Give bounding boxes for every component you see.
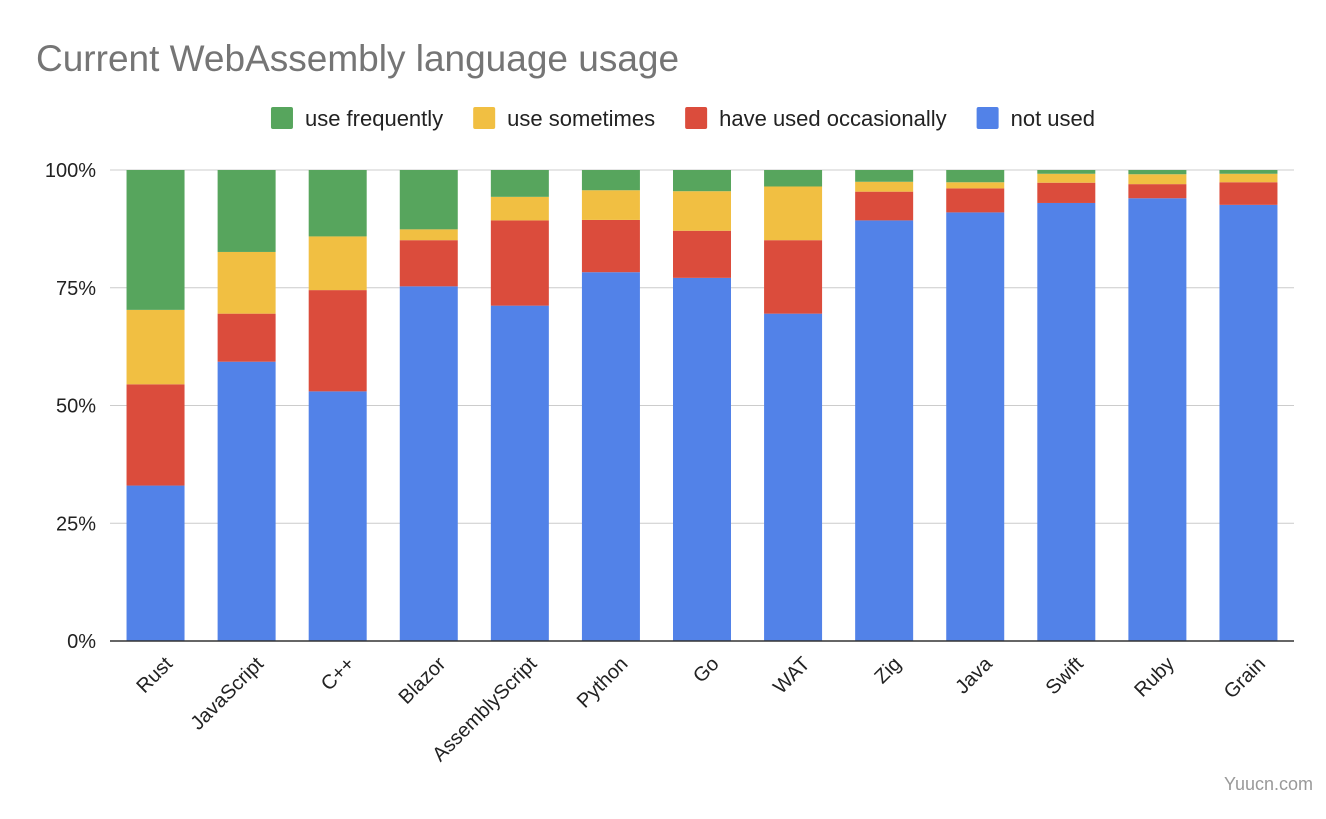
bar-swift-not-used (1037, 202, 1096, 641)
y-tick-label: 50% (56, 396, 96, 418)
legend: use frequently use sometimes have used occ… (270, 106, 1095, 131)
bar-assemblyscript-use-sometimes (490, 196, 549, 221)
bar-swift-have-used-occasionally (1037, 182, 1096, 203)
bar-ruby-use-frequently (1128, 170, 1187, 175)
bar-python-use-sometimes (581, 190, 640, 220)
bar-c-not-used (308, 391, 367, 641)
bar-java-not-used (946, 212, 1005, 641)
x-tick-label: Swift (1042, 653, 1089, 700)
y-tick-label: 100% (45, 160, 96, 182)
bar-go-not-used (673, 277, 731, 641)
bar-java-use-sometimes (946, 182, 1005, 189)
bar-wat-use-sometimes (764, 186, 823, 241)
bar-swift-use-sometimes (1037, 173, 1096, 183)
bar-blazor-not-used (399, 286, 458, 641)
legend-swatch (685, 107, 708, 129)
legend-label: use frequently (305, 106, 443, 131)
legend-item-use-frequently: use frequently (270, 106, 443, 131)
legend-label: have used occasionally (719, 106, 946, 131)
bar-rust-have-used-occasionally (126, 384, 185, 486)
y-axis: 0% 25% 50% 75% 100% (45, 160, 96, 653)
bar-ruby-not-used (1128, 198, 1187, 641)
bar-grain-not-used (1219, 204, 1278, 641)
bar-wat-have-used-occasionally (764, 240, 823, 314)
bar-wat-not-used (764, 313, 823, 641)
x-tick-label: WAT (769, 653, 814, 698)
bar-java-have-used-occasionally (946, 188, 1005, 213)
x-tick-label: C++ (317, 653, 359, 695)
bar-python-have-used-occasionally (581, 219, 640, 273)
bar-c-have-used-occasionally (308, 290, 367, 392)
bar-zig-not-used (855, 220, 914, 641)
bar-zig-have-used-occasionally (855, 191, 914, 221)
bar-blazor-use-sometimes (399, 229, 458, 241)
y-tick-label: 0% (67, 631, 96, 653)
x-tick-label: JavaScript (187, 653, 269, 735)
legend-label: not used (1011, 106, 1095, 131)
bar-zig-use-sometimes (855, 181, 914, 192)
bar-javascript-have-used-occasionally (217, 313, 276, 362)
legend-item-use-sometimes: use sometimes (473, 106, 655, 131)
legend-label: use sometimes (507, 106, 655, 131)
bar-rust-not-used (126, 485, 185, 641)
x-tick-label: Rust (132, 653, 177, 698)
y-tick-label: 25% (56, 513, 96, 535)
x-tick-label: Grain (1220, 653, 1270, 703)
bar-ruby-have-used-occasionally (1128, 184, 1187, 199)
bar-javascript-use-frequently (217, 170, 276, 252)
bar-grain-use-frequently (1219, 170, 1278, 174)
x-tick-label: Blazor (395, 653, 451, 709)
x-tick-label: Zig (870, 653, 905, 688)
legend-swatch (976, 107, 999, 129)
legend-swatch (473, 107, 496, 129)
bar-blazor-have-used-occasionally (399, 240, 458, 287)
x-tick-label: Ruby (1130, 653, 1179, 702)
bar-grain-have-used-occasionally (1219, 182, 1278, 205)
bar-python-not-used (581, 272, 640, 641)
bar-go-use-sometimes (673, 191, 731, 231)
legend-item-not-used: not used (976, 106, 1095, 131)
bar-zig-use-frequently (855, 170, 914, 182)
bar-rust-use-sometimes (126, 309, 185, 385)
bar-assemblyscript-use-frequently (490, 170, 549, 197)
legend-item-have-used-occasionally: have used occasionally (685, 106, 947, 131)
bar-assemblyscript-not-used (490, 305, 549, 641)
bar-assemblyscript-have-used-occasionally (490, 220, 549, 306)
bar-grain-use-sometimes (1219, 173, 1278, 183)
watermark: Yuucn.com (1224, 774, 1313, 794)
x-tick-label: Java (951, 652, 997, 698)
y-tick-label: 75% (56, 278, 96, 300)
bar-javascript-use-sometimes (217, 251, 276, 314)
bar-blazor-use-frequently (399, 170, 458, 230)
bar-python-use-frequently (581, 170, 640, 191)
bar-rust-use-frequently (126, 170, 185, 310)
chart-title: Current WebAssembly language usage (36, 38, 679, 79)
legend-swatch (270, 107, 293, 129)
bar-go-use-frequently (673, 170, 731, 192)
x-tick-label: Go (689, 653, 723, 687)
bar-c-use-frequently (308, 170, 367, 237)
bar-c-use-sometimes (308, 236, 367, 291)
bars (126, 170, 1278, 641)
bar-java-use-frequently (946, 170, 1005, 183)
bar-javascript-not-used (217, 361, 276, 641)
x-tick-label: Python (573, 653, 633, 713)
bar-go-have-used-occasionally (673, 230, 731, 278)
bar-ruby-use-sometimes (1128, 174, 1187, 185)
bar-wat-use-frequently (764, 170, 823, 187)
bar-swift-use-frequently (1037, 170, 1096, 174)
